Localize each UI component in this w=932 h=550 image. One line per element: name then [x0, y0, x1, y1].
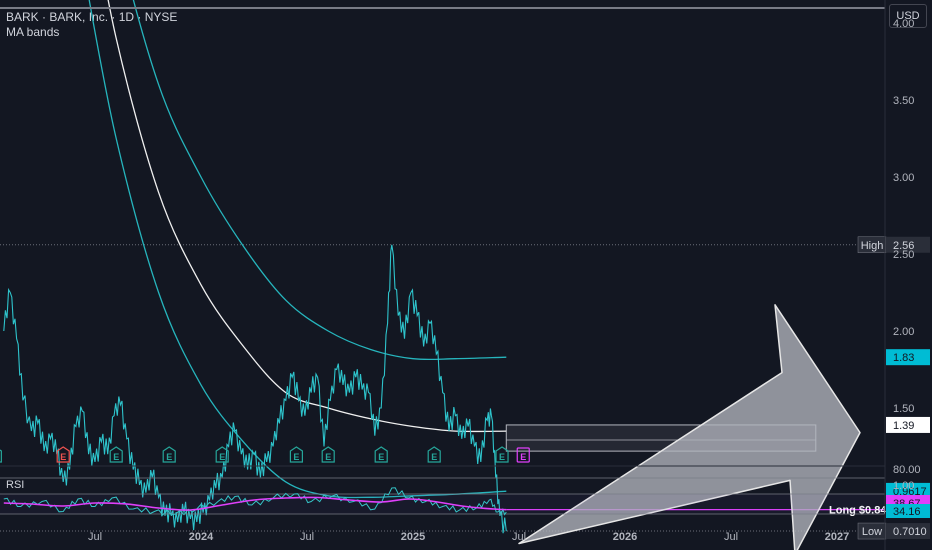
earnings-marker-green — [321, 446, 335, 463]
earnings-marker-label: E — [60, 452, 66, 462]
earnings-marker-green — [162, 446, 176, 463]
x-tick-label: 2027 — [825, 531, 849, 543]
price-label: 1.83 — [893, 352, 914, 364]
currency-button[interactable]: USD — [889, 4, 927, 28]
indicator-name: MA bands — [6, 25, 60, 39]
y-tick-label: 1.00 — [893, 480, 914, 492]
ma-band-upper — [132, 0, 507, 361]
earnings-marker-upcoming — [516, 447, 530, 463]
price-label-bg — [886, 416, 930, 433]
level-value: 0.7010 — [893, 526, 927, 538]
x-tick-label: Jul — [88, 531, 102, 543]
earnings-marker-green — [374, 446, 388, 463]
earnings-marker-label: E — [219, 452, 225, 462]
level-value-bg — [886, 523, 930, 540]
level-value-bg — [886, 236, 930, 253]
earnings-marker-label: E — [378, 452, 384, 462]
x-tick-label: 2024 — [189, 531, 214, 543]
y-tick-label: 4.00 — [893, 18, 914, 30]
y-tick-label: 2.50 — [893, 249, 914, 261]
earnings-marker-label: E — [166, 452, 172, 462]
level-value: 2.56 — [893, 240, 914, 252]
x-tick-label: 2026 — [613, 531, 637, 543]
x-tick-label: Jul — [300, 531, 314, 543]
rsi-ma-line — [3, 496, 507, 511]
price-label-bg — [886, 349, 930, 366]
y-tick-label: 1.50 — [893, 403, 914, 415]
earnings-marker-green — [215, 446, 229, 463]
x-tick-label: Jul — [512, 531, 526, 543]
earnings-marker-red — [56, 446, 70, 463]
y-tick-label: 3.50 — [893, 95, 914, 107]
y-tick-label: 2.00 — [893, 326, 914, 338]
earnings-marker-green — [495, 446, 509, 463]
y-tick-label: 3.00 — [893, 172, 914, 184]
ma-band-middle — [107, 0, 507, 433]
earnings-marker-label: E — [520, 452, 526, 462]
earnings-marker-green — [289, 446, 303, 463]
earnings-marker-label: E — [325, 452, 331, 462]
earnings-marker-label: E — [293, 452, 299, 462]
price-label: 1.39 — [893, 420, 914, 432]
earnings-marker-label: E — [113, 452, 119, 462]
price-line — [3, 244, 507, 534]
ma-band-lower — [88, 0, 507, 499]
rsi-label: RSI — [6, 479, 24, 491]
level-tag-label: Low — [862, 526, 882, 538]
earnings-marker-label: E — [499, 452, 505, 462]
rsi-value: 34.16 — [893, 506, 921, 518]
earnings-marker-label: E — [431, 452, 437, 462]
rsi-top-tick: 80.00 — [893, 464, 921, 476]
level-tag-label: High — [861, 240, 884, 252]
earnings-marker-green — [109, 446, 123, 463]
rsi-value-bg — [886, 504, 930, 518]
earnings-marker-green — [0, 449, 2, 463]
price-label-bg — [886, 482, 930, 499]
x-tick-label: Jul — [724, 531, 738, 543]
projection-arrow — [518, 304, 861, 550]
earnings-marker-green — [427, 446, 441, 463]
x-tick-label: 2025 — [401, 531, 425, 543]
price-label: 0.9617 — [893, 486, 927, 498]
